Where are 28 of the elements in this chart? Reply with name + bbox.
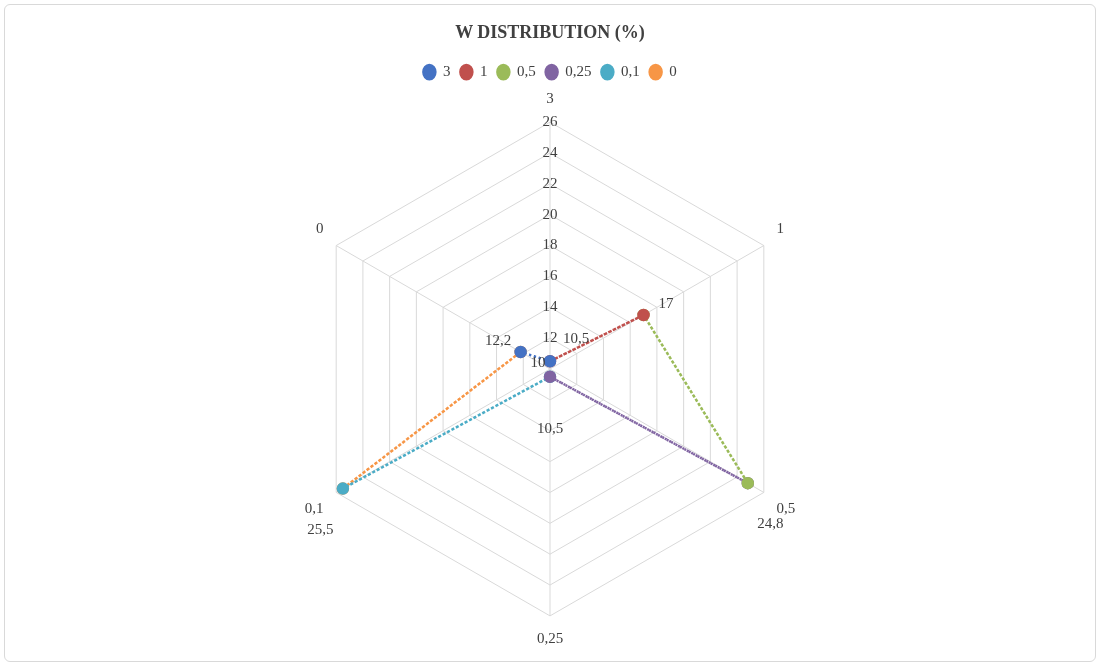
legend-label: 0,5 bbox=[516, 63, 536, 80]
data-label: 12,2 bbox=[484, 331, 512, 348]
y-tick-label: 16 bbox=[542, 267, 558, 284]
y-tick-label: 24 bbox=[542, 143, 558, 160]
legend-label: 3 bbox=[442, 63, 451, 80]
spoke-label: 0,25 bbox=[536, 630, 564, 647]
spoke-label: 0 bbox=[316, 220, 324, 237]
y-tick-label: 26 bbox=[542, 113, 558, 130]
data-label: 10,5 bbox=[562, 330, 590, 347]
legend-label: 0 bbox=[669, 63, 677, 80]
legend-label: 1 bbox=[479, 63, 488, 80]
y-tick-label: 10 bbox=[530, 353, 546, 370]
y-tick-label: 18 bbox=[542, 236, 558, 253]
y-tick-label: 20 bbox=[542, 205, 558, 222]
y-tick-label: 14 bbox=[542, 298, 558, 315]
data-label: 17 bbox=[658, 294, 675, 311]
y-tick-label: 22 bbox=[542, 174, 558, 191]
y-tick-label: 12 bbox=[542, 329, 558, 346]
data-label: 25,5 bbox=[307, 520, 334, 537]
spoke-label: 1 bbox=[776, 220, 784, 237]
data-label: 24,8 bbox=[757, 515, 784, 532]
spoke-label: 0,5 bbox=[776, 499, 796, 516]
spoke-label: 0,1 bbox=[304, 499, 324, 516]
legend-label: 0,25 bbox=[565, 63, 592, 80]
chart-title: W DISTRIBUTION (%) bbox=[455, 22, 645, 44]
data-label: 10,5 bbox=[536, 419, 564, 436]
spoke-label: 3 bbox=[546, 89, 554, 106]
legend-label: 0,1 bbox=[620, 63, 640, 80]
